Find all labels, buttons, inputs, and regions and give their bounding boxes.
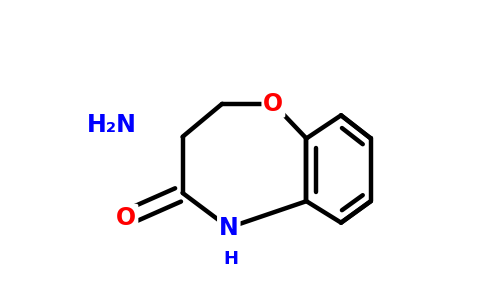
Text: O: O: [263, 92, 284, 116]
Text: O: O: [116, 206, 136, 230]
Text: H: H: [223, 250, 238, 268]
Text: H₂N: H₂N: [87, 113, 136, 137]
Text: N: N: [219, 216, 239, 240]
